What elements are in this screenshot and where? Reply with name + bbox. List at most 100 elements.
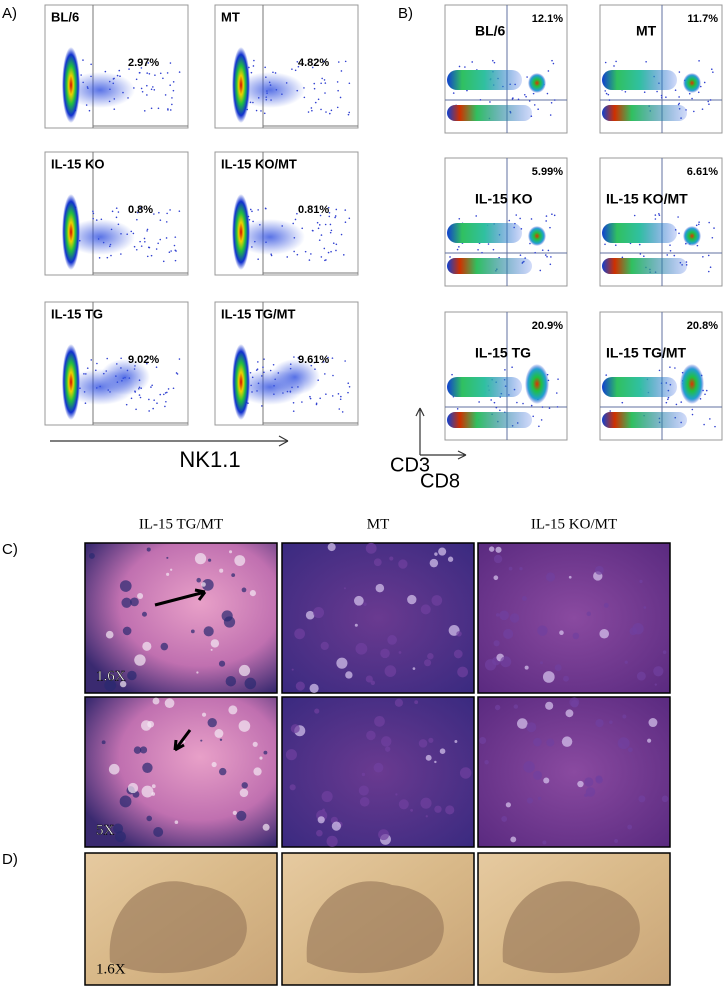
tissue-texture: [647, 738, 652, 743]
tissue-texture: [594, 565, 604, 575]
event-band: [447, 412, 532, 428]
event-dot: [252, 65, 255, 67]
event-dot: [658, 214, 661, 217]
event-dot: [152, 407, 154, 410]
event-dot: [335, 249, 337, 252]
event-dot: [604, 243, 606, 246]
tissue-texture: [398, 799, 409, 810]
tissue-texture: [493, 640, 500, 647]
event-dot: [660, 94, 663, 97]
tissue-texture: [617, 737, 630, 750]
event-dot: [678, 232, 680, 235]
event-dot: [151, 384, 153, 387]
tissue-texture: [434, 805, 442, 813]
event-cloud: [270, 359, 320, 395]
event-dot: [709, 266, 712, 268]
event-dot: [688, 92, 691, 95]
tissue-texture: [662, 650, 667, 654]
event-dot: [607, 93, 610, 96]
tissue-texture: [543, 777, 550, 784]
tissue-texture: [321, 790, 333, 803]
event-dot: [698, 221, 700, 223]
tissue-texture: [127, 782, 139, 794]
event-dot: [150, 107, 153, 110]
tissue-texture: [214, 729, 224, 738]
tissue-texture: [194, 552, 207, 565]
event-dot: [158, 211, 160, 214]
tissue-texture: [234, 555, 246, 566]
tissue-texture: [134, 654, 146, 666]
tissue-texture: [428, 737, 434, 743]
event-dot: [138, 71, 141, 74]
event-dot: [291, 68, 293, 70]
event-dot: [547, 249, 550, 252]
event-dot: [329, 223, 332, 226]
tissue-texture: [639, 579, 643, 584]
event-dot: [492, 248, 495, 251]
sample-name: IL-15 KO: [475, 191, 533, 207]
event-dot: [546, 255, 548, 258]
event-dot: [654, 214, 657, 216]
event-dot: [157, 242, 159, 245]
tissue-texture: [164, 698, 175, 708]
tissue-texture: [381, 736, 392, 747]
gate-percent: 6.61%: [687, 166, 718, 178]
event-dot: [478, 401, 480, 403]
tissue-texture: [139, 746, 148, 754]
event-dot: [665, 96, 667, 98]
gate-percent: 0.8%: [128, 204, 153, 216]
event-dot: [82, 59, 84, 61]
tissue-texture: [207, 717, 217, 728]
event-dot: [317, 227, 320, 230]
event-dot: [293, 356, 295, 358]
tissue-texture: [127, 670, 137, 681]
event-dot: [704, 393, 706, 396]
column-header: MT: [367, 516, 390, 532]
event-dot: [165, 237, 168, 239]
event-dot: [320, 234, 323, 236]
event-dot: [311, 229, 314, 232]
event-dot: [489, 101, 491, 103]
tissue-texture: [305, 610, 315, 620]
event-dot: [106, 357, 108, 360]
tissue-texture: [343, 587, 346, 590]
tissue-texture: [389, 556, 394, 561]
tissue-texture: [503, 628, 514, 639]
event-dot: [88, 109, 91, 112]
tissue-texture: [244, 677, 257, 690]
tissue-texture: [239, 788, 249, 798]
event-dot: [324, 82, 327, 84]
gate-percent: 20.8%: [687, 320, 718, 332]
event-dot: [645, 60, 647, 63]
event-dot: [698, 60, 700, 62]
event-dot: [512, 97, 514, 99]
tissue-texture: [141, 611, 147, 617]
tissue-texture: [232, 810, 237, 816]
tissue-texture: [519, 567, 523, 571]
event-dot: [257, 209, 259, 211]
tissue-texture: [603, 602, 609, 608]
tissue-texture: [219, 568, 224, 573]
event-dot: [319, 397, 321, 400]
tissue-texture: [327, 543, 336, 552]
sample-name: BL/6: [475, 23, 506, 39]
event-dot: [471, 61, 474, 63]
event-dot: [338, 408, 341, 410]
event-dot: [257, 361, 259, 363]
event-dot: [310, 253, 312, 255]
event-dot: [643, 91, 646, 94]
event-dot: [270, 254, 273, 257]
event-dot: [146, 230, 148, 232]
event-dot: [172, 387, 175, 390]
event-dot: [348, 82, 351, 85]
tissue-texture: [88, 552, 95, 559]
event-core: [232, 194, 250, 270]
event-dot: [546, 92, 549, 95]
event-dot: [307, 111, 310, 113]
event-dot: [449, 256, 451, 258]
event-dot: [313, 361, 316, 364]
event-dot: [128, 68, 130, 70]
event-dot: [255, 109, 258, 112]
sample-name: IL-15 TG/MT: [606, 345, 687, 361]
